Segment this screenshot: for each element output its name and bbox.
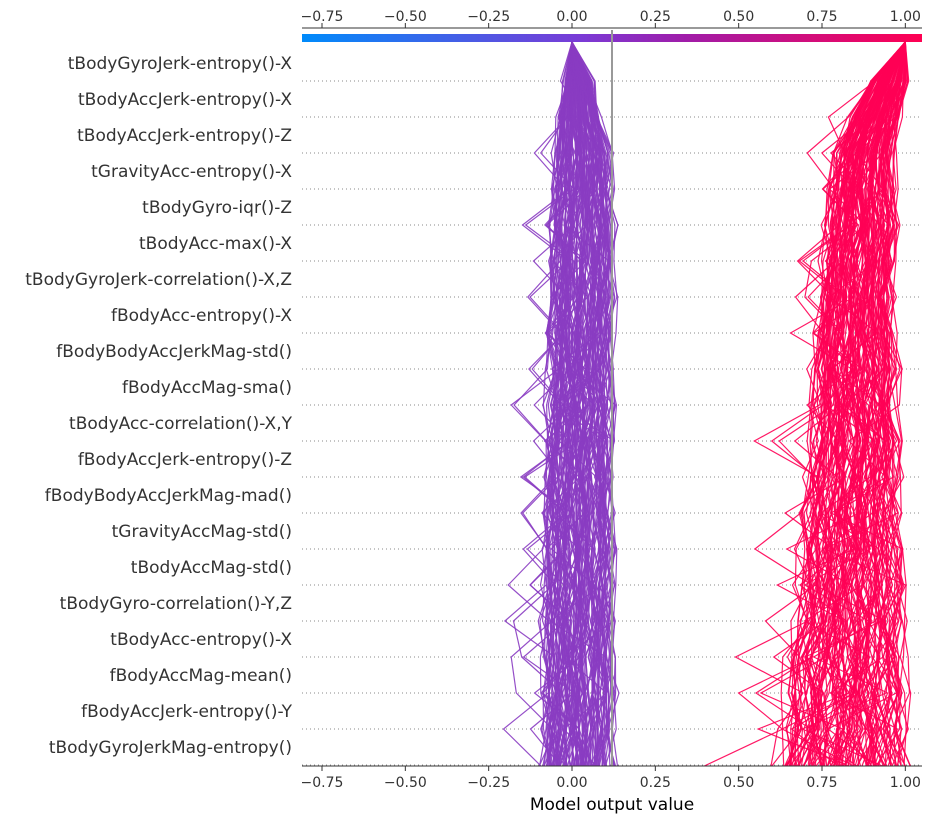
feature-label: fBodyAccJerk-entropy()-Y bbox=[81, 702, 293, 722]
feature-label: tBodyAcc-max()-X bbox=[139, 234, 292, 254]
feature-label: tGravityAccMag-std() bbox=[112, 522, 292, 542]
bottom-tick-label: −0.25 bbox=[467, 775, 510, 791]
feature-label: tBodyAcc-entropy()-X bbox=[110, 630, 292, 650]
decision-path bbox=[801, 41, 906, 766]
decision-path bbox=[771, 41, 906, 766]
decision-path bbox=[571, 41, 605, 766]
bottom-tick-label: 0.75 bbox=[806, 775, 837, 791]
feature-rows: tBodyGyroJerk-entropy()-X tBodyAccJerk-en… bbox=[25, 54, 922, 766]
decision-path bbox=[569, 41, 617, 766]
decision-path bbox=[563, 41, 618, 766]
bottom-tick-label: −0.75 bbox=[301, 775, 344, 791]
feature-label: fBodyAcc-entropy()-X bbox=[111, 306, 292, 326]
feature-label: fBodyAccMag-sma() bbox=[122, 378, 292, 398]
top-tick-label: 1.00 bbox=[890, 9, 921, 25]
decision-path bbox=[785, 41, 906, 766]
top-tick-label: 0.50 bbox=[723, 9, 754, 25]
top-tick-label: −0.50 bbox=[384, 9, 427, 25]
decision-path bbox=[880, 41, 910, 766]
feature-label: tBodyGyroJerkMag-entropy() bbox=[49, 738, 292, 758]
feature-label: tBodyGyro-correlation()-Y,Z bbox=[60, 594, 292, 614]
feature-label: tBodyGyroJerk-correlation()-X,Z bbox=[25, 270, 292, 290]
decision-path bbox=[571, 41, 613, 766]
feature-label: tBodyAcc-correlation()-X,Y bbox=[69, 414, 293, 434]
top-tick-label: 0.75 bbox=[806, 9, 837, 25]
decision-path bbox=[884, 41, 908, 766]
decision-path bbox=[533, 41, 573, 766]
decision-path bbox=[832, 41, 906, 766]
feature-label: fBodyBodyAccJerkMag-std() bbox=[56, 342, 292, 362]
decision-path bbox=[847, 41, 911, 766]
feature-label: tGravityAcc-entropy()-X bbox=[91, 162, 292, 182]
decision-path bbox=[704, 41, 906, 766]
decision-path bbox=[862, 41, 906, 766]
bottom-x-axis: −0.75 −0.50 −0.25 0.00 0.25 0.50 0.75 1.00 bbox=[301, 765, 922, 791]
decision-path bbox=[875, 41, 906, 766]
feature-label: fBodyBodyAccJerkMag-mad() bbox=[45, 486, 292, 506]
bottom-tick-label: 0.00 bbox=[556, 775, 587, 791]
top-tick-label: −0.25 bbox=[467, 9, 510, 25]
bottom-tick-label: −0.50 bbox=[384, 775, 427, 791]
feature-label: tBodyAccJerk-entropy()-X bbox=[78, 90, 292, 110]
decision-path bbox=[850, 41, 906, 766]
decision-path bbox=[734, 41, 906, 766]
feature-label: fBodyAccMag-mean() bbox=[110, 666, 292, 686]
bottom-tick-label: 1.00 bbox=[890, 775, 921, 791]
decision-path bbox=[838, 41, 906, 766]
feature-label: tBodyAccJerk-entropy()-Z bbox=[77, 126, 292, 146]
feature-label: tBodyAccMag-std() bbox=[131, 558, 292, 578]
feature-label: fBodyAccJerk-entropy()-Z bbox=[78, 450, 292, 470]
decision-path bbox=[775, 41, 906, 766]
decision-path bbox=[571, 41, 610, 766]
decision-path bbox=[551, 41, 603, 766]
bottom-tick-label: 0.50 bbox=[723, 775, 754, 791]
decision-paths bbox=[502, 41, 912, 766]
top-tick-label: −0.75 bbox=[301, 9, 344, 25]
decision-path bbox=[862, 41, 906, 766]
feature-label: tBodyGyro-iqr()-Z bbox=[142, 198, 292, 218]
decision-path bbox=[886, 41, 912, 766]
top-tick-label: 0.00 bbox=[556, 9, 587, 25]
decision-path bbox=[788, 41, 906, 766]
bottom-tick-label: 0.25 bbox=[640, 775, 671, 791]
decision-path bbox=[571, 41, 616, 766]
top-x-axis: −0.75 −0.50 −0.25 0.00 0.25 0.50 0.75 1.00 bbox=[301, 9, 922, 29]
x-axis-label: Model output value bbox=[530, 795, 694, 815]
top-tick-label: 0.25 bbox=[640, 9, 671, 25]
feature-label: tBodyGyroJerk-entropy()-X bbox=[68, 54, 293, 74]
